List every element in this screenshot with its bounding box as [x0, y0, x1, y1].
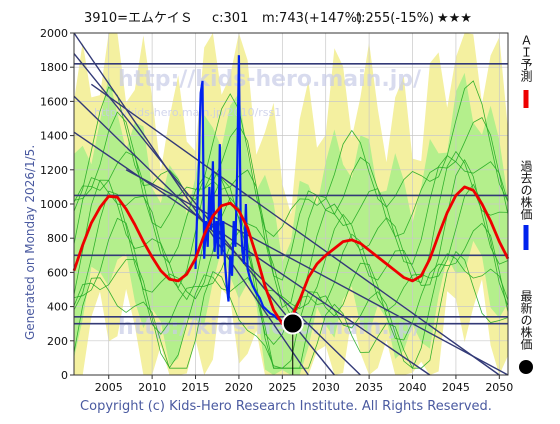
forecast-path-8 [73, 80, 509, 237]
y-tick-label-1: 200 [47, 335, 68, 348]
x-tick-label-2: 2015 [182, 381, 210, 394]
y-tick-label-9: 1800 [40, 61, 68, 74]
latest-point [281, 312, 304, 335]
watermark-2: http://kids-hero.main.jp/2010/rss1 [94, 106, 281, 119]
diagonal-guide-5 [125, 169, 509, 376]
y-tick-label-8: 1600 [40, 95, 68, 108]
plot-area: http://kids-hero.main.jp/ http://kids-he… [72, 32, 510, 376]
diagonal-guide-3 [73, 131, 431, 376]
forecast-path-7 [73, 111, 509, 281]
forecast-path-4 [73, 158, 509, 309]
x-tick-label-1: 2010 [138, 381, 166, 394]
x-tick-label-3: 2020 [225, 381, 253, 394]
x-tick-label-4: 2025 [268, 381, 296, 394]
x-tick-label-7: 2040 [399, 381, 427, 394]
gridlines [74, 32, 508, 376]
generated-label: Generated on Monday 2026/1/5. [23, 145, 37, 340]
diagonal-guide-4 [90, 83, 500, 376]
header-max: m:743(+147%) [262, 11, 362, 26]
header-target: t:255(-15%) [356, 11, 434, 26]
legend-label-forecast: ＡＩ予測 [519, 34, 533, 83]
x-tick-label-8: 2045 [442, 381, 470, 394]
x-tick-label-0: 2005 [95, 381, 123, 394]
y-tick-label-3: 600 [47, 266, 68, 279]
forecast-bands [74, 33, 508, 376]
y-tick-label-5: 1000 [40, 198, 68, 211]
y-tick-label-7: 1400 [40, 130, 68, 143]
legend-label-latest: 最新の株価 [519, 290, 533, 350]
forecast-paths [73, 80, 509, 369]
forecast-path-1 [73, 253, 509, 369]
watermark-1: http://kids-hero.main.jp/ [118, 67, 422, 92]
y-tick-label-4: 800 [47, 232, 68, 245]
latest-marker [281, 312, 304, 375]
y-tick-label-6: 1200 [40, 164, 68, 177]
header-code-name: 3910=エムケイＳ [84, 11, 193, 26]
header-current: c:301 [212, 11, 248, 26]
y-tick-label-10: 2000 [40, 27, 68, 40]
copyright-text: Copyright (c) Kids-Hero Research Institu… [80, 399, 492, 414]
band-inner [74, 72, 508, 376]
x-tick-label-9: 2050 [485, 381, 513, 394]
x-tick-label-5: 2030 [312, 381, 340, 394]
legend: ＡＩ予測 過去の株価 最新の株価 [519, 34, 533, 374]
y-tick-label-2: 400 [47, 301, 68, 314]
y-axis: 0 200 400 600 800 1000 1200 1400 1600 1800 2000 [40, 27, 74, 382]
legend-label-past: 過去の株価 [519, 160, 533, 220]
header-stars: ★★★ [437, 11, 472, 26]
y-tick-label-0: 0 [61, 369, 68, 382]
legend-swatch-latest [519, 360, 533, 374]
x-tick-label-6: 2035 [355, 381, 383, 394]
x-axis: 2005 2010 2015 2020 2025 2030 2035 2040 2045 2050 [95, 375, 513, 394]
